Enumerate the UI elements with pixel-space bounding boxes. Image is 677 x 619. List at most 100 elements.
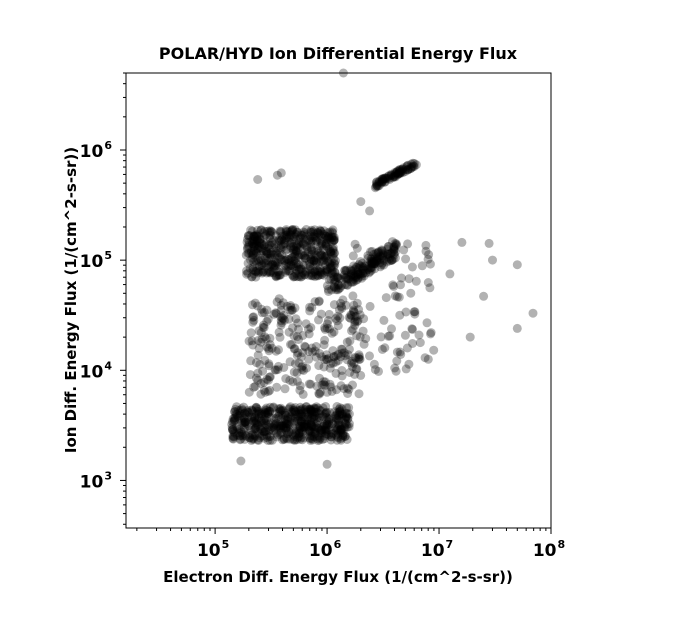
data-point: [269, 402, 279, 412]
data-point: [266, 226, 276, 236]
data-point: [374, 177, 384, 187]
data-point: [287, 407, 297, 417]
data-point: [257, 334, 267, 344]
data-point: [420, 353, 430, 363]
data-point: [377, 260, 386, 270]
data-point: [396, 350, 406, 359]
data-point: [265, 262, 275, 272]
data-point: [302, 419, 312, 429]
data-point: [234, 428, 244, 438]
data-point: [280, 421, 289, 431]
data-point: [321, 260, 330, 270]
data-point: [296, 405, 306, 415]
data-point: [239, 402, 249, 412]
data-point: [383, 250, 393, 259]
data-point: [241, 430, 251, 440]
data-point: [256, 249, 266, 259]
data-point: [232, 430, 242, 440]
data-point: [260, 355, 270, 365]
data-point: [267, 240, 276, 250]
data-point: [242, 237, 252, 247]
data-point: [299, 422, 309, 432]
data-point: [274, 253, 284, 262]
data-point: [335, 407, 345, 417]
data-point: [308, 271, 318, 280]
data-point: [367, 259, 377, 269]
data-point: [378, 252, 387, 262]
data-point: [267, 343, 277, 353]
data-point: [249, 269, 259, 279]
data-point: [269, 261, 279, 271]
data-point: [297, 406, 306, 416]
data-point: [262, 433, 272, 442]
data-point: [400, 330, 410, 340]
data-point: [371, 182, 381, 192]
data-point: [306, 227, 315, 237]
data-point: [281, 418, 291, 428]
data-point: [350, 369, 360, 379]
data-point: [311, 236, 321, 245]
data-point: [248, 253, 258, 263]
data-point: [296, 405, 306, 415]
data-point: [269, 263, 279, 273]
data-point: [268, 403, 278, 413]
data-point: [393, 170, 402, 180]
data-point: [255, 433, 265, 443]
data-point: [308, 422, 318, 432]
data-point: [321, 402, 331, 411]
data-point: [294, 414, 304, 424]
data-point: [271, 418, 281, 428]
data-point: [338, 432, 348, 442]
data-point: [233, 412, 243, 421]
data-point: [301, 402, 311, 412]
data-point: [258, 322, 268, 332]
data-point: [421, 240, 431, 250]
data-point: [343, 274, 353, 284]
data-point: [313, 436, 323, 446]
data-point: [314, 432, 324, 442]
data-point: [238, 405, 248, 415]
data-point: [322, 459, 332, 469]
data-point: [291, 426, 301, 436]
data-point: [333, 432, 343, 442]
data-point: [388, 237, 397, 247]
data-point: [384, 171, 394, 181]
data-point: [312, 419, 322, 429]
data-point: [343, 413, 353, 423]
data-point: [288, 422, 298, 432]
data-point: [314, 361, 324, 371]
data-point: [333, 272, 343, 282]
data-point: [312, 244, 322, 254]
data-point: [245, 370, 255, 380]
data-point: [320, 253, 330, 263]
data-point: [328, 358, 338, 368]
data-point: [247, 405, 257, 415]
data-point: [275, 270, 284, 280]
data-point: [271, 271, 281, 281]
data-point: [390, 171, 400, 181]
data-point: [250, 231, 260, 241]
data-point: [271, 413, 281, 423]
data-point: [349, 305, 358, 315]
data-point: [311, 352, 321, 362]
data-point: [340, 272, 350, 282]
data-point: [284, 266, 293, 276]
data-point: [257, 260, 267, 270]
data-point: [306, 427, 316, 437]
data-point: [348, 251, 358, 261]
data-point: [259, 407, 269, 417]
data-point: [384, 173, 394, 183]
data-point: [277, 235, 287, 245]
data-point: [315, 257, 324, 267]
data-point: [407, 162, 417, 172]
data-point: [342, 403, 351, 413]
data-point: [273, 414, 283, 424]
data-point: [354, 350, 364, 360]
data-point: [392, 356, 402, 366]
data-point: [283, 419, 293, 429]
data-point: [310, 428, 320, 438]
data-point: [327, 419, 337, 429]
data-point: [298, 389, 308, 399]
data-point: [373, 253, 383, 263]
data-point: [261, 418, 270, 428]
